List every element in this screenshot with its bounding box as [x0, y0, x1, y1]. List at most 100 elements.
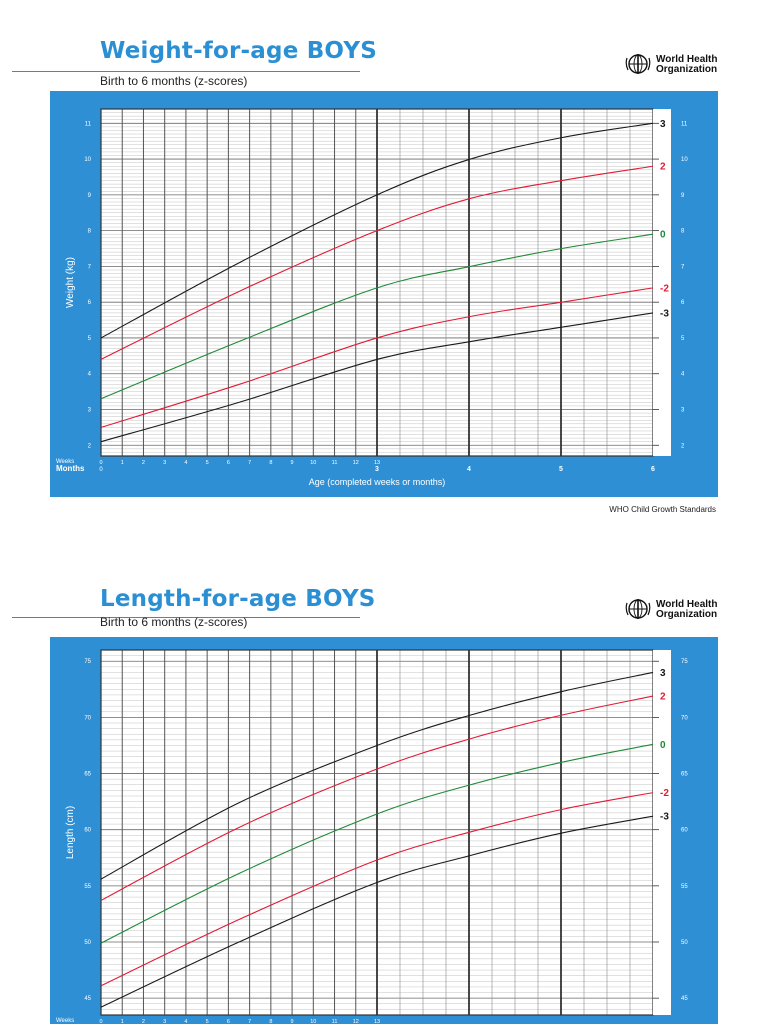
y-tick-label: 10 [84, 157, 91, 163]
y-tick-label: 5 [88, 336, 92, 342]
zscore-label--2: -2 [660, 283, 669, 294]
week-tick-label: 5 [206, 460, 209, 466]
who-text: World Health Organization [656, 54, 718, 75]
zscore-label--2: -2 [660, 788, 669, 799]
series-group [100, 122, 654, 443]
y-tick-label-right: 3 [681, 407, 685, 413]
zscore-label-strip [653, 109, 671, 456]
y-tick-label: 60 [84, 828, 91, 834]
zscore-curve--3 [100, 815, 654, 1008]
who-logo: World Health Organization [624, 52, 724, 82]
y-tick-label: 70 [84, 715, 91, 721]
y-axis-label: Length (cm) [65, 806, 76, 859]
zscore-label-0: 0 [660, 230, 666, 241]
y-tick-label-right: 6 [681, 300, 685, 306]
zscore-curve--2 [100, 792, 654, 987]
y-tick-label-right: 4 [681, 372, 685, 378]
month-tick-label: 6 [651, 466, 655, 473]
chart-subtitle: Birth to 6 months (z-scores) [100, 74, 248, 88]
zscore-label--3: -3 [660, 308, 669, 319]
y-tick-label: 7 [88, 264, 92, 270]
title-rule [12, 71, 360, 72]
zscore-curve-3 [100, 122, 654, 339]
y-tick-label-right: 60 [681, 828, 688, 834]
series-group [100, 671, 654, 1008]
month-tick-label: 0 [99, 467, 103, 473]
week-tick-label: 8 [269, 1019, 272, 1024]
week-tick-label: 3 [163, 1019, 166, 1024]
y-tick-label: 3 [88, 407, 92, 413]
week-tick-label: 6 [227, 460, 230, 466]
zscore-label-2: 2 [660, 162, 666, 173]
y-tick-label: 45 [84, 996, 91, 1002]
y-tick-label-right: 50 [681, 940, 688, 946]
y-tick-label: 55 [84, 884, 91, 890]
y-tick-label-right: 2 [681, 443, 685, 449]
y-tick-label-right: 65 [681, 772, 688, 778]
week-tick-label: 6 [227, 1019, 230, 1024]
week-tick-label: 7 [248, 1019, 251, 1024]
x-row-label-weeks: Weeks [56, 1018, 74, 1024]
zscore-label-0: 0 [660, 740, 666, 751]
week-tick-label: 8 [269, 460, 272, 466]
length-for-age-chart: 45 45 50 50 55 55 60 60 65 65 70 70 75 75 Length (cm) W… [50, 637, 718, 1024]
y-tick-label-right: 70 [681, 715, 688, 721]
week-tick-label: 0 [99, 1019, 102, 1024]
week-tick-label: 9 [291, 460, 294, 466]
chart-subtitle: Birth to 6 months (z-scores) [100, 615, 248, 629]
y-tick-label-right: 7 [681, 264, 685, 270]
y-tick-label-right: 45 [681, 996, 688, 1002]
y-tick-label-right: 9 [681, 193, 685, 199]
y-tick-label-right: 75 [681, 659, 688, 665]
week-tick-label: 10 [310, 460, 316, 466]
week-tick-label: 2 [142, 460, 145, 466]
title-rule [12, 617, 360, 618]
week-tick-label: 1 [121, 1019, 124, 1024]
y-tick-label-right: 10 [681, 157, 688, 163]
week-tick-label: 7 [248, 460, 251, 466]
month-tick-label: 4 [467, 466, 471, 473]
chart-footer: WHO Child Growth Standards [609, 505, 716, 514]
y-tick-label-right: 5 [681, 336, 685, 342]
zscore-curve-3 [100, 671, 654, 880]
y-tick-label: 4 [88, 372, 92, 378]
y-axis-label: Weight (kg) [65, 257, 76, 308]
y-tick-label: 11 [85, 121, 92, 127]
y-tick-label: 65 [84, 772, 91, 778]
week-tick-label: 9 [291, 1019, 294, 1024]
y-tick-label-right: 8 [681, 229, 685, 235]
y-tick-label: 9 [88, 193, 92, 199]
zscore-label-2: 2 [660, 692, 666, 703]
month-tick-label: 5 [559, 466, 563, 473]
x-row-label-months: Months [56, 464, 85, 473]
month-tick-label: 3 [375, 466, 379, 473]
who-emblem-icon [625, 54, 651, 74]
y-tick-label: 50 [84, 940, 91, 946]
week-tick-label: 10 [310, 1019, 316, 1024]
y-tick-label: 6 [88, 300, 92, 306]
vertical-gridlines [121, 109, 631, 456]
x-row-label-weeks: Weeks [56, 459, 74, 465]
week-tick-label: 5 [206, 1019, 209, 1024]
zscore-label--3: -3 [660, 812, 669, 823]
who-emblem-icon [625, 599, 651, 619]
week-tick-label: 12 [353, 1019, 359, 1024]
week-tick-label: 1 [121, 460, 124, 466]
y-tick-label: 8 [88, 229, 92, 235]
zscore-label-strip [653, 650, 671, 1015]
y-tick-label: 75 [84, 659, 91, 665]
zscore-label-3: 3 [660, 668, 666, 679]
week-tick-label: 13 [374, 460, 380, 466]
week-tick-label: 0 [99, 460, 102, 466]
chart-title: Length-for-age BOYS [100, 586, 376, 612]
weight-for-age-chart: 2 2 3 3 4 4 5 5 6 6 7 7 8 8 9 9 10 10 11 11 Weight (kg) Weeks… [50, 91, 718, 497]
y-tick-label-right: 11 [681, 121, 688, 127]
week-tick-label: 12 [353, 460, 359, 466]
zscore-curve--3 [100, 312, 654, 443]
x-axis-label: Age (completed weeks or months) [309, 477, 446, 487]
who-text: World Health Organization [656, 599, 718, 620]
week-tick-label: 4 [184, 460, 187, 466]
week-tick-label: 11 [332, 460, 338, 466]
